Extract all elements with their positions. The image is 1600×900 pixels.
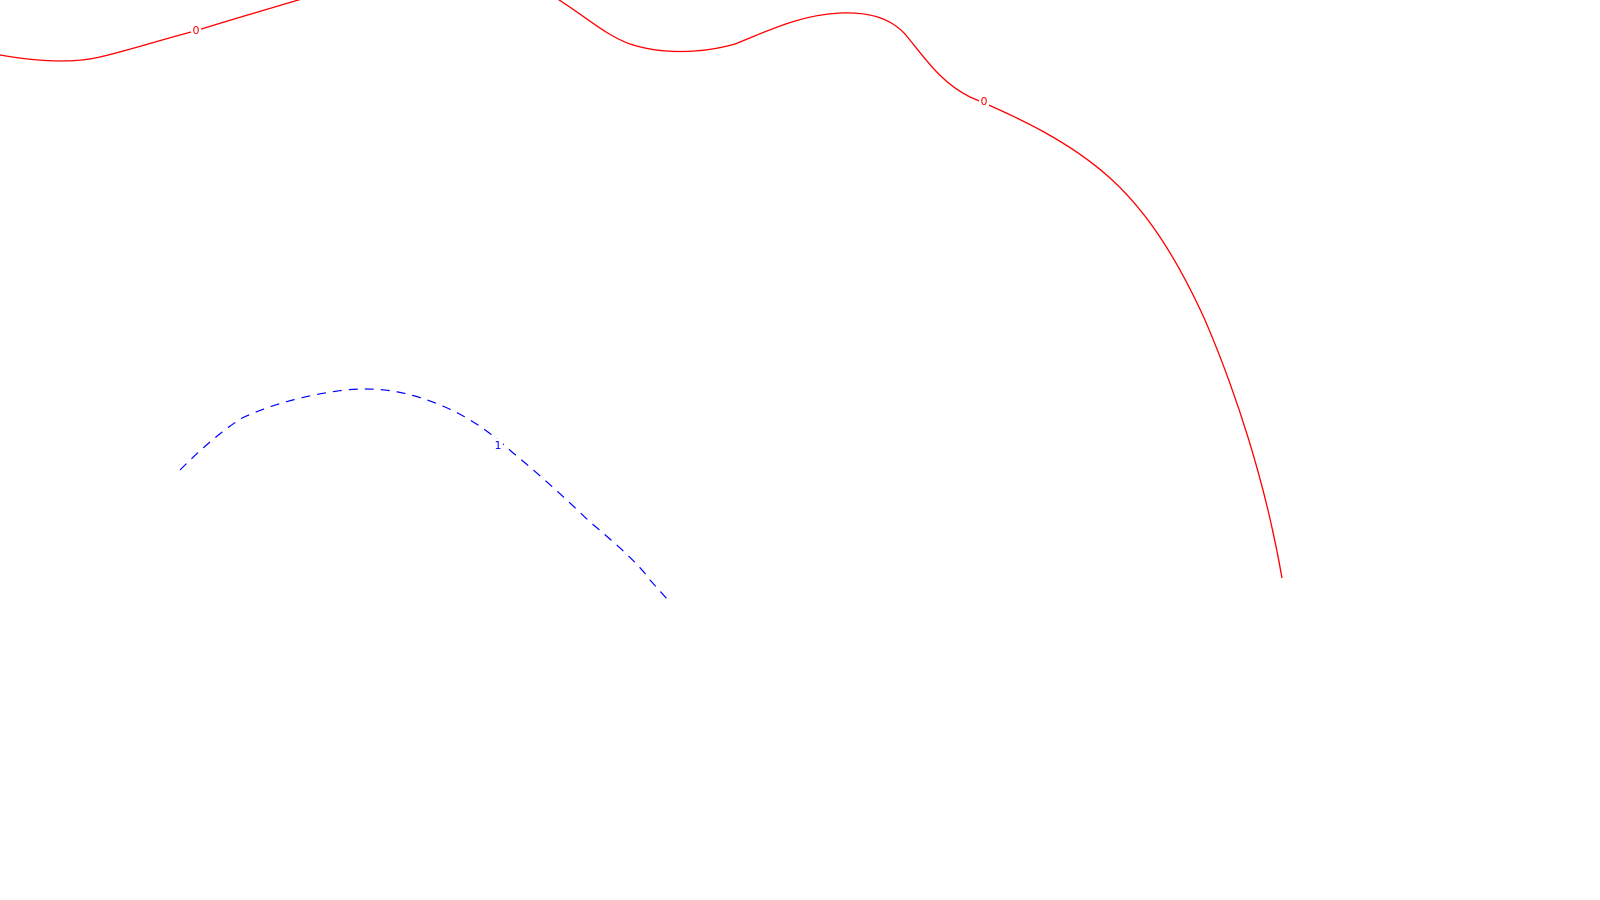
contour-label-zero-right: 0 <box>981 95 988 108</box>
contour-line-zero-left <box>0 0 301 62</box>
contour-label-zero-left: 0 <box>193 24 200 37</box>
contour-label-bg-zero-left <box>191 24 201 36</box>
contour-line-zero-right <box>557 0 1283 579</box>
contour-label-bg-one <box>493 439 503 451</box>
contour-line-one <box>179 388 669 601</box>
contour-label-one: 1 <box>495 439 502 452</box>
contour-label-bg-zero-right <box>979 95 989 107</box>
